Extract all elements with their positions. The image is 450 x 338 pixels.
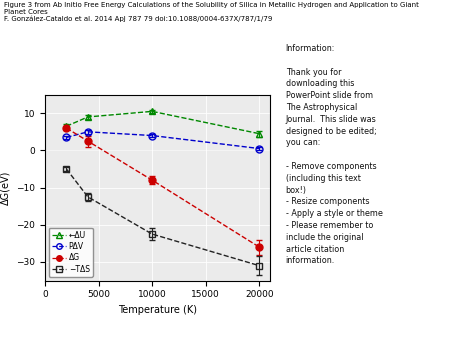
Legend: ←ΔU, PΔV, ΔG, −TΔS: ←ΔU, PΔV, ΔG, −TΔS [49, 228, 93, 277]
Text: Figure 3 from Ab Initio Free Energy Calculations of the Solubility of Silica in : Figure 3 from Ab Initio Free Energy Calc… [4, 2, 419, 22]
X-axis label: Temperature (K): Temperature (K) [118, 305, 197, 315]
Y-axis label: ΔG(eV): ΔG(eV) [1, 170, 11, 205]
Text: Information:

Thank you for
downloading this
PowerPoint slide from
The Astrophys: Information: Thank you for downloading t… [286, 44, 382, 265]
